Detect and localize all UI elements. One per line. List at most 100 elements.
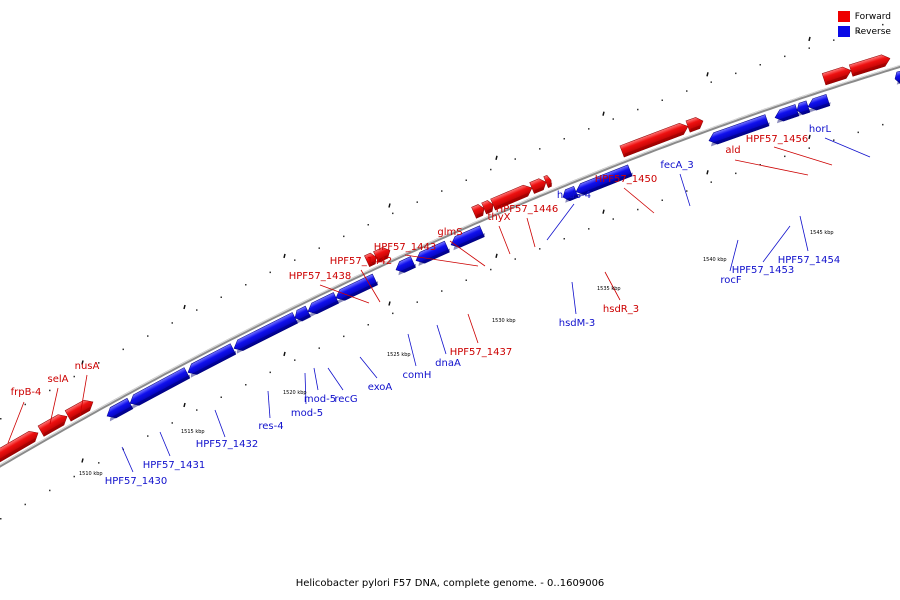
- gene-arrow-horL: [894, 69, 900, 85]
- leader-line: [121, 446, 134, 473]
- tick-dot: [539, 148, 541, 150]
- leader-line: [49, 387, 59, 425]
- gene-shade: [236, 319, 299, 354]
- gene-shape: [471, 204, 485, 219]
- genome-backbone: [0, 64, 900, 468]
- major-tick: [706, 170, 709, 175]
- gene-shape: [848, 54, 891, 77]
- gene-arrow-rocF: [774, 104, 800, 124]
- tick-dot: [759, 64, 761, 66]
- gene-arrow-HPF57_1438: [373, 247, 391, 263]
- tick-dot: [735, 72, 737, 75]
- gene-shade: [476, 211, 484, 219]
- tick-dot: [759, 164, 761, 166]
- tick-dot: [392, 312, 394, 315]
- tick-dot: [833, 39, 835, 41]
- gene-shape: [796, 100, 811, 115]
- tick-dot: [808, 147, 810, 149]
- leader-line: [679, 173, 691, 207]
- tick-dot: [98, 462, 100, 464]
- gene-label: HPF57_1446: [496, 204, 558, 215]
- major-tick: [81, 360, 84, 365]
- leader-line: [359, 356, 378, 379]
- tick-dot: [539, 248, 541, 250]
- gene-label: rocF: [720, 275, 742, 286]
- gene-shade: [297, 313, 312, 324]
- leader-line: [734, 159, 809, 176]
- leader-line: [313, 367, 319, 391]
- gene-shade: [825, 74, 848, 85]
- tick-dot: [416, 201, 418, 203]
- tick-dot: [784, 155, 786, 158]
- tick-dot: [612, 118, 614, 120]
- major-tick: [706, 72, 709, 77]
- gene-labels: frpB-4 selA nusA HPF57_1430 HPF57_1431 HPF57_…: [11, 124, 841, 487]
- gene-label: hsdM-3: [559, 318, 596, 329]
- tick-dot: [612, 218, 614, 220]
- gene-label: HPF57_1438: [289, 271, 351, 282]
- leader-line: [7, 401, 25, 444]
- tick-dot: [514, 258, 516, 260]
- gene-shape: [481, 200, 494, 215]
- tick-dot: [220, 396, 222, 398]
- tick-dot: [857, 31, 859, 34]
- gene-shade: [310, 299, 340, 317]
- tick-dot: [514, 158, 516, 160]
- gene-shape: [529, 178, 547, 194]
- leader-line: [467, 313, 479, 344]
- tick-dot: [245, 384, 247, 386]
- gene-label: dnaA: [435, 358, 461, 369]
- tick-dot: [710, 81, 712, 83]
- gene-shape: [821, 66, 852, 86]
- tick-dot: [98, 362, 100, 364]
- tick-dot: [269, 271, 271, 274]
- gene-label: res-4: [258, 421, 283, 432]
- gene-label: nusA: [75, 361, 100, 372]
- major-tick: [81, 458, 84, 463]
- leader-line: [436, 324, 447, 355]
- gene-label: horL: [809, 124, 832, 135]
- gene-label: mod-5: [291, 408, 323, 419]
- leader-line: [546, 203, 575, 241]
- gene-arrow-hsdM-3: [575, 164, 633, 198]
- gene-shape: [543, 174, 552, 189]
- tick-dot: [269, 371, 271, 374]
- gene-arrow-dnaA: [450, 225, 486, 251]
- tick-dot: [465, 179, 467, 181]
- gene-arrow-selA: [37, 414, 68, 437]
- tick-dot: [686, 190, 688, 192]
- gene-arrow-HPF57_1446: [543, 174, 553, 189]
- leader-line: [360, 269, 381, 303]
- tick-dot: [588, 228, 590, 230]
- tick-dot: [416, 301, 418, 303]
- tick-dot: [637, 108, 639, 111]
- major-tick: [808, 134, 811, 140]
- reverse-swatch: [837, 26, 850, 37]
- gene-shade: [690, 125, 701, 133]
- gene-shade: [418, 248, 451, 267]
- minor-tick-dots: [0, 23, 884, 520]
- legend-item-forward: Forward: [837, 9, 891, 24]
- gene-label: glmS: [437, 227, 462, 238]
- gene-label: HPF57_1450: [595, 174, 657, 185]
- gene-shade: [852, 62, 887, 77]
- gene-label: HPF57_1453: [732, 265, 794, 276]
- gene-label: HPF57_1437: [450, 347, 512, 358]
- tick-dot: [637, 208, 639, 211]
- gene-label: exoA: [368, 382, 393, 393]
- gene-label: hsdS-4: [557, 190, 591, 201]
- gene-arrow-HPF57_1432: [187, 343, 237, 378]
- gene-shape: [450, 225, 485, 248]
- tick-dot: [122, 348, 124, 351]
- gene-shape: [395, 256, 416, 273]
- gene-shade: [0, 438, 36, 464]
- tick-dot: [367, 324, 369, 326]
- tick-dot: [808, 47, 810, 49]
- gene-arrow-fecA_3: [708, 114, 770, 147]
- gene-label: hsdR_3: [603, 304, 639, 315]
- tick-dot: [686, 90, 688, 92]
- tick-dot: [490, 168, 492, 171]
- genome-caption: Helicobacter pylori F57 DNA, complete ge…: [295, 578, 605, 589]
- major-tick: [283, 253, 286, 259]
